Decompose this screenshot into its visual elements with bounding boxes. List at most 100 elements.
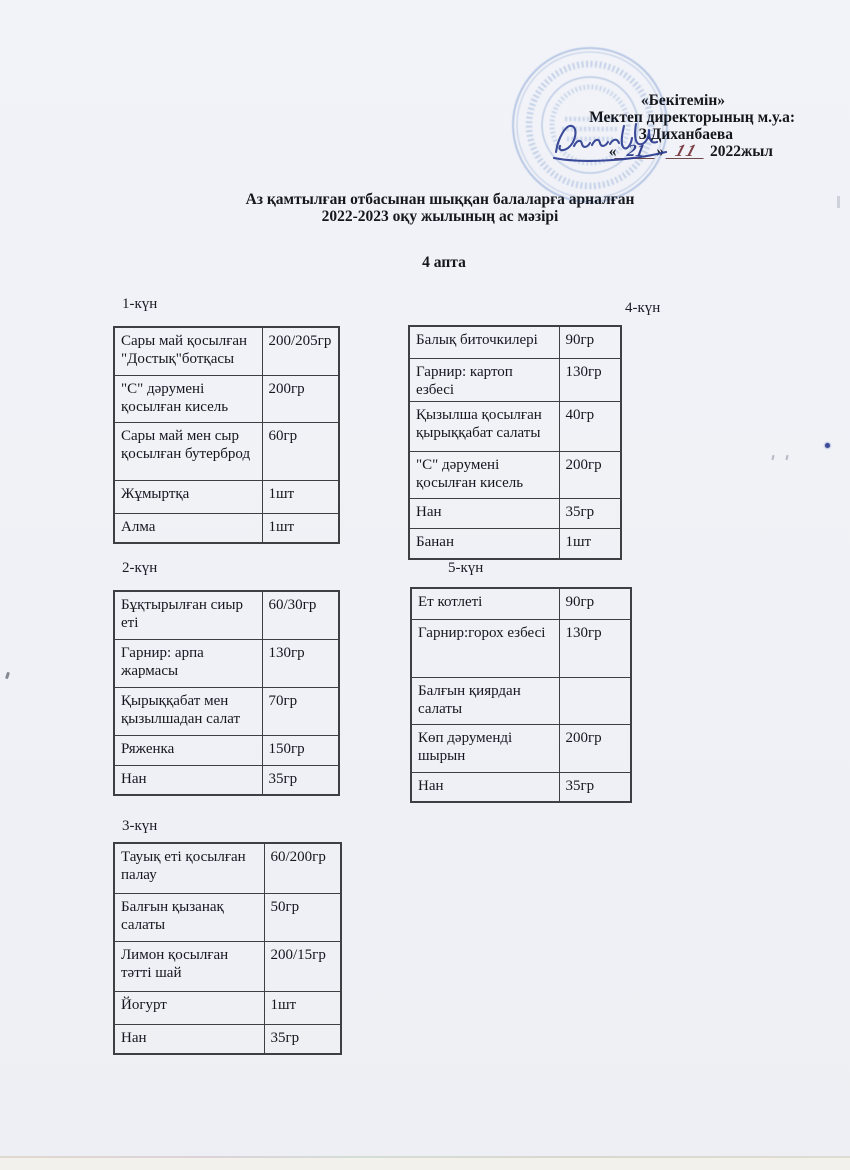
menu-item-cell: Балғын қызанақ салаты <box>113 892 265 942</box>
menu-item-cell: Сары май қосылған "Достық"ботқасы <box>113 326 263 376</box>
amount-cell: 70гр <box>261 686 340 736</box>
table-row: Лимон қосылған тәтті шай 200/15гр <box>113 940 342 992</box>
table-row: Бұқтырылған сиыр еті 60/30гр <box>113 590 340 640</box>
scan-edge-smudge <box>837 196 840 208</box>
table-row: Нан 35гр <box>113 1023 342 1055</box>
title-line-1: Аз қамтылған отбасынан шыққан балаларға … <box>245 191 635 208</box>
amount-cell: 1шт <box>263 990 342 1025</box>
amount-cell: 90гр <box>558 325 622 359</box>
director-line: Мектеп директорының м.у.а: <box>589 109 795 126</box>
week-label: 4 апта <box>422 254 466 271</box>
amount-cell <box>558 676 632 725</box>
table-row: Нан 35гр <box>410 771 632 803</box>
amount-cell: 130гр <box>558 357 622 403</box>
date-year: 2022жыл <box>709 143 773 160</box>
menu-item-cell: Ет котлеті <box>410 587 560 620</box>
scan-tick-mark <box>771 454 775 461</box>
approval-date-line: «21» 11 2022жыл <box>608 141 773 160</box>
menu-item-cell: Қызылша қосылған қырыққабат салаты <box>408 401 560 453</box>
menu-item-cell: Нан <box>410 771 560 803</box>
table-row: Балғын қиярдан салаты <box>410 676 632 725</box>
amount-cell: 1шт <box>261 479 340 514</box>
table-row: Ет котлеті 90гр <box>410 587 632 620</box>
amount-cell: 90гр <box>558 587 632 620</box>
date-open-quote: « <box>608 143 617 160</box>
menu-item-cell: Қырыққабат мен қызылшадан салат <box>113 686 263 736</box>
table-row: Ряженка 150гр <box>113 734 340 766</box>
menu-table-day5: Ет котлеті 90гр Гарнир:горох езбесі 130г… <box>410 587 632 803</box>
table-row: Сары май мен сыр қосылған бутерброд 60гр <box>113 421 340 481</box>
day-label-5: 5-күн <box>448 560 484 576</box>
table-row: Балық биточкилері 90гр <box>408 325 622 359</box>
table-row: Қырыққабат мен қызылшадан салат 70гр <box>113 686 340 736</box>
amount-cell: 35гр <box>558 771 632 803</box>
menu-item-cell: Жұмыртқа <box>113 479 263 514</box>
amount-cell: 35гр <box>263 1023 342 1055</box>
table-row: Сары май қосылған "Достық"ботқасы 200/20… <box>113 326 340 376</box>
menu-table-day3: Тауық еті қосылған палау 60/200гр Балғын… <box>113 842 342 1055</box>
menu-item-cell: Гарнир: картоп езбесі <box>408 357 560 403</box>
menu-item-cell: Көп дәруменді шырын <box>410 723 560 773</box>
title-line-2: 2022-2023 оқу жылының ас мәзірі <box>321 207 559 225</box>
amount-cell: 200/205гр <box>261 326 340 376</box>
menu-item-cell: Нан <box>408 498 560 530</box>
day-label-4: 4-күн <box>625 300 661 316</box>
scan-tick-mark <box>785 454 789 461</box>
menu-item-cell: Банан <box>408 528 560 560</box>
menu-item-cell: Балғын қиярдан салаты <box>410 676 560 725</box>
table-row: Тауық еті қосылған палау 60/200гр <box>113 842 342 894</box>
amount-cell: 1шт <box>558 528 622 560</box>
signature-scribble-icon <box>552 122 668 162</box>
amount-cell: 60/30гр <box>261 590 340 640</box>
menu-item-cell: Гарнир:горох езбесі <box>410 618 560 678</box>
amount-cell: 150гр <box>261 734 340 766</box>
amount-cell: 200гр <box>558 723 632 773</box>
menu-item-cell: "С" дәрумені қосылған кисель <box>408 451 560 500</box>
menu-item-cell: Сары май мен сыр қосылған бутерброд <box>113 421 263 481</box>
menu-table-day4: Балық биточкилері 90гр Гарнир: картоп ез… <box>408 325 622 560</box>
scan-speck <box>4 671 11 680</box>
scanner-background-strip <box>0 1158 850 1170</box>
amount-cell: 200гр <box>261 374 340 423</box>
menu-item-cell: Гарнир: арпа жармасы <box>113 638 263 688</box>
table-row: Нан 35гр <box>113 764 340 796</box>
table-row: Алма 1шт <box>113 512 340 544</box>
approved-label: «Бекітемін» <box>640 92 725 109</box>
date-close-quote: » <box>656 143 665 160</box>
menu-item-cell: Ряженка <box>113 734 263 766</box>
amount-cell: 200гр <box>558 451 622 500</box>
menu-table-day2: Бұқтырылған сиыр еті 60/30гр Гарнир: арп… <box>113 590 340 796</box>
school-stamp-icon <box>512 47 668 203</box>
table-row: Нан 35гр <box>408 498 622 530</box>
menu-item-cell: Лимон қосылған тәтті шай <box>113 940 265 992</box>
table-row: Банан 1шт <box>408 528 622 560</box>
amount-cell: 60/200гр <box>263 842 342 894</box>
day-label-1: 1-күн <box>122 296 158 312</box>
table-row: Йогурт 1шт <box>113 990 342 1025</box>
menu-item-cell: Тауық еті қосылған палау <box>113 842 265 894</box>
menu-item-cell: Нан <box>113 764 263 796</box>
menu-item-cell: "С" дәрумені қосылған кисель <box>113 374 263 423</box>
amount-cell: 130гр <box>558 618 632 678</box>
ink-dot-speck <box>825 443 830 448</box>
paper-bottom-edge <box>0 1156 850 1158</box>
table-row: Балғын қызанақ салаты 50гр <box>113 892 342 942</box>
amount-cell: 35гр <box>261 764 340 796</box>
amount-cell: 200/15гр <box>263 940 342 992</box>
document-title: Аз қамтылған отбасынан шыққан балаларға … <box>0 191 850 225</box>
menu-item-cell: Бұқтырылған сиыр еті <box>113 590 263 640</box>
amount-cell: 35гр <box>558 498 622 530</box>
table-row: Гарнир: арпа жармасы 130гр <box>113 638 340 688</box>
amount-cell: 130гр <box>261 638 340 688</box>
table-row: Гарнир: картоп езбесі 130гр <box>408 357 622 403</box>
amount-cell: 50гр <box>263 892 342 942</box>
menu-item-cell: Балық биточкилері <box>408 325 560 359</box>
menu-item-cell: Нан <box>113 1023 265 1055</box>
amount-cell: 40гр <box>558 401 622 453</box>
signer-name: З.Диханбаева <box>638 126 733 143</box>
menu-item-cell: Йогурт <box>113 990 265 1025</box>
table-row: "С" дәрумені қосылған кисель 200гр <box>408 451 622 500</box>
menu-item-cell: Алма <box>113 512 263 544</box>
menu-table-day1: Сары май қосылған "Достық"ботқасы 200/20… <box>113 326 340 544</box>
